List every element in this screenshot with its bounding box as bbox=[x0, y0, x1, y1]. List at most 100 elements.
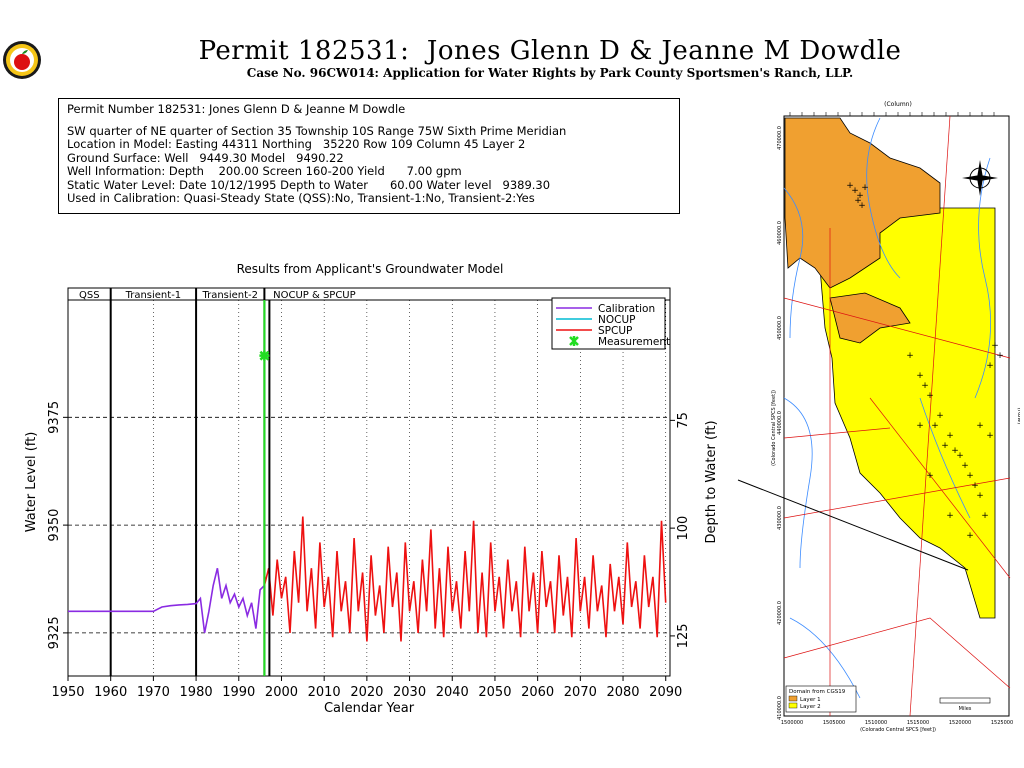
road-line bbox=[783, 427, 891, 439]
well-marker: + bbox=[941, 441, 949, 451]
series-line-spcup bbox=[263, 516, 667, 642]
legend-swatch-layer2 bbox=[788, 702, 798, 709]
northing-axis-label: (Colorado Central SPCS [feet]) bbox=[771, 390, 777, 466]
y-right-tick-label: 100 bbox=[676, 516, 691, 541]
permit-info-box: Permit Number 182531: Jones Glenn D & Je… bbox=[58, 98, 680, 214]
legend-box bbox=[551, 297, 666, 350]
x-tick-label: 1980 bbox=[180, 685, 213, 700]
easting-axis-label: (Colorado Central SPCS [feet]) bbox=[860, 727, 936, 733]
info-line-static-water-level: Static Water Level: Date 10/12/1995 Dept… bbox=[67, 177, 551, 192]
well-marker: + bbox=[981, 511, 989, 521]
y-tick-label: 9350 bbox=[47, 509, 62, 542]
scale-bar-label: Miles bbox=[959, 706, 972, 712]
well-marker: + bbox=[851, 186, 859, 196]
chart-title: Results from Applicant's Groundwater Mod… bbox=[236, 262, 504, 276]
easting-tick-label: 1505000 bbox=[823, 720, 845, 726]
map-legend-title: Domain from CGS19 bbox=[789, 689, 846, 695]
well-marker: + bbox=[916, 421, 924, 431]
legend-label: Calibration bbox=[598, 303, 655, 315]
well-marker: + bbox=[916, 371, 924, 381]
stream-line bbox=[783, 397, 813, 569]
x-tick-label: 2060 bbox=[521, 685, 554, 700]
well-marker: + bbox=[846, 181, 854, 191]
x-tick-label: 1970 bbox=[137, 685, 170, 700]
page-subtitle: Case No. 96CW014: Application for Water … bbox=[246, 66, 854, 80]
well-marker: + bbox=[991, 341, 999, 351]
info-line-well-information: Well Information: Depth 200.00 Screen 16… bbox=[67, 164, 462, 178]
well-marker: + bbox=[926, 391, 934, 401]
apple-logo-icon bbox=[3, 41, 41, 79]
well-marker: + bbox=[971, 481, 979, 491]
legend-swatch bbox=[569, 336, 579, 346]
easting-tick-label: 1510000 bbox=[865, 720, 887, 726]
well-marker: + bbox=[976, 421, 984, 431]
map-legend-layer1: Layer 1 bbox=[800, 697, 821, 703]
info-line-calibration: Used in Calibration: Quasi-Steady State … bbox=[67, 191, 535, 205]
well-marker: + bbox=[931, 421, 939, 431]
well-marker: + bbox=[946, 431, 954, 441]
column-axis-label: (Column) bbox=[884, 101, 912, 108]
groundwater-chart: QSS Transient-1 Transient-2 NOCUP & SPCUP 19… bbox=[24, 287, 719, 716]
x-tick-label: 2070 bbox=[564, 685, 597, 700]
well-marker: + bbox=[858, 201, 866, 211]
northing-tick-label: 450000.0 bbox=[777, 316, 783, 340]
stream-line bbox=[974, 157, 991, 399]
info-line-permit: Permit Number 182531: Jones Glenn D & Je… bbox=[67, 102, 406, 116]
well-marker: + bbox=[951, 446, 959, 456]
y-axis-title: Water Level (ft) bbox=[24, 432, 39, 533]
legend-label: NOCUP bbox=[598, 314, 635, 326]
easting-tick-label: 1525000 bbox=[991, 720, 1013, 726]
well-marker: + bbox=[966, 471, 974, 481]
northing-tick-label: 470000.0 bbox=[777, 126, 783, 150]
measurement-point bbox=[259, 350, 270, 361]
easting-tick-label: 1500000 bbox=[781, 720, 803, 726]
period-label: Transient-2 bbox=[201, 290, 258, 301]
x-tick-label: 1950 bbox=[51, 685, 84, 700]
legend-label: SPCUP bbox=[598, 325, 632, 337]
road-line bbox=[783, 477, 1011, 519]
period-label: Transient-1 bbox=[125, 290, 182, 301]
well-marker: + bbox=[961, 461, 969, 471]
model-domain-map: +++++++++++++++ +++++++++++++ ++(Column)(R… bbox=[771, 101, 1020, 733]
y-tick-label: 9375 bbox=[47, 401, 62, 434]
well-marker: + bbox=[906, 351, 914, 361]
plot-frame bbox=[67, 287, 671, 677]
x-tick-label: 2030 bbox=[393, 685, 426, 700]
y-axis-right-title: Depth to Water (ft) bbox=[704, 420, 719, 543]
stream-line bbox=[866, 117, 901, 279]
northing-tick-label: 440000.0 bbox=[777, 411, 783, 435]
map-legend-box bbox=[785, 685, 857, 713]
info-line-section: SW quarter of NE quarter of Section 35 T… bbox=[67, 123, 567, 138]
road-line bbox=[909, 115, 951, 717]
x-tick-label: 2000 bbox=[265, 685, 298, 700]
well-marker: + bbox=[986, 361, 994, 371]
easting-tick-label: 1515000 bbox=[907, 720, 929, 726]
well-marker: + bbox=[946, 511, 954, 521]
row-axis-label: (Row) bbox=[1016, 407, 1020, 424]
road-line bbox=[783, 297, 1011, 359]
legend-label: Measurement bbox=[598, 336, 670, 348]
y-tick-label: 9325 bbox=[47, 616, 62, 649]
well-marker: + bbox=[856, 191, 864, 201]
legend-swatch-layer1 bbox=[788, 695, 798, 702]
period-label: NOCUP & SPCUP bbox=[273, 290, 356, 301]
layer1-area bbox=[784, 117, 941, 289]
info-line-location: Location in Model: Easting 44311 Northin… bbox=[67, 137, 526, 151]
well-marker: + bbox=[861, 183, 869, 193]
compass-needle-icon bbox=[962, 160, 998, 196]
series-line-calibration bbox=[68, 568, 265, 634]
well-marker: + bbox=[936, 411, 944, 421]
x-tick-label: 2020 bbox=[350, 685, 383, 700]
well-marker: + bbox=[966, 531, 974, 541]
road-line bbox=[869, 397, 1011, 579]
x-tick-label: 1960 bbox=[94, 685, 127, 700]
period-label: QSS bbox=[79, 290, 100, 301]
well-marker: + bbox=[996, 351, 1004, 361]
y-right-tick-label: 75 bbox=[676, 412, 691, 429]
map-legend-layer2: Layer 2 bbox=[800, 704, 821, 710]
page-title: Permit 182531: Jones Glenn D & Jeanne M … bbox=[198, 36, 902, 66]
well-marker: + bbox=[926, 471, 934, 481]
x-tick-label: 2050 bbox=[478, 685, 511, 700]
scale-bar bbox=[939, 697, 991, 704]
